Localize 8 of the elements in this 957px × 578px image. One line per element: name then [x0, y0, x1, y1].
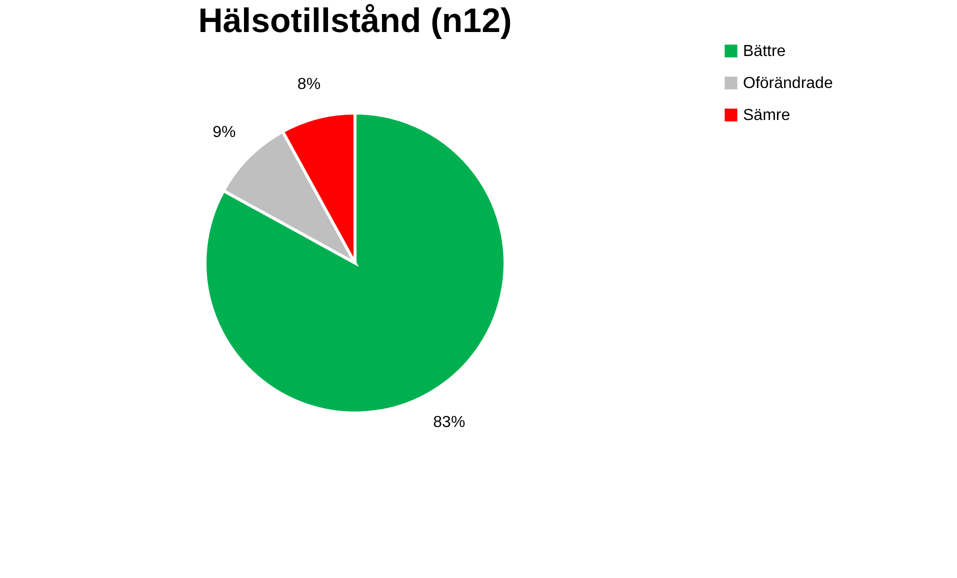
chart-title: Hälsotillstånd (n12) — [198, 2, 512, 40]
legend-label: Sämre — [743, 107, 790, 124]
data-label: 83% — [433, 414, 466, 432]
data-label: 8% — [297, 76, 321, 93]
data-label: 9% — [212, 124, 236, 142]
pie-slice — [204, 112, 506, 414]
legend-label: Bättre — [743, 43, 786, 60]
legend-label: Oförändrade — [743, 75, 833, 92]
